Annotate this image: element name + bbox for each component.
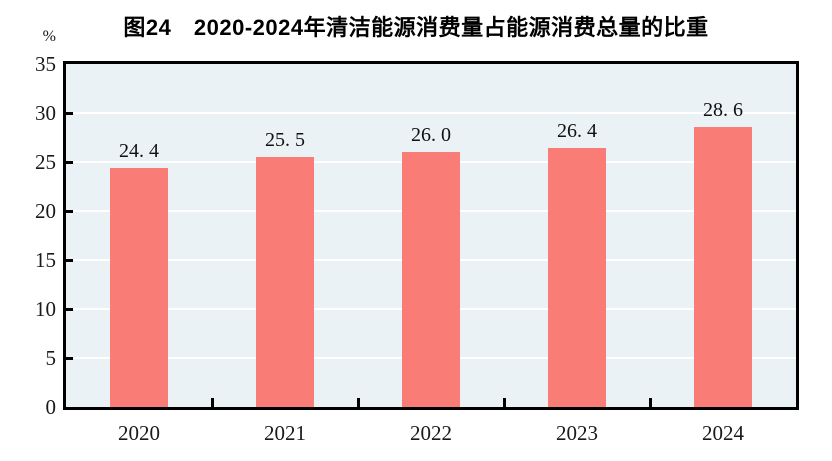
bar-2021 bbox=[256, 157, 314, 407]
bar-value-label: 24. 4 bbox=[119, 139, 159, 162]
bar-value-label: 25. 5 bbox=[265, 129, 305, 152]
y-axis-tick-label: 25 bbox=[35, 150, 56, 174]
bar-2023 bbox=[548, 148, 606, 407]
plot-area: 24. 4 25. 5 26. 0 26. 4 28. 6 bbox=[63, 61, 799, 410]
y-axis-tick bbox=[66, 308, 73, 311]
x-axis-tick bbox=[356, 398, 360, 407]
bar-value-label: 26. 4 bbox=[557, 120, 597, 143]
x-axis-tick-label: 2021 bbox=[264, 421, 306, 445]
bar-2020 bbox=[110, 167, 168, 407]
x-axis-tick-label: 2023 bbox=[556, 421, 598, 445]
x-axis-tick bbox=[210, 398, 214, 407]
y-axis-unit-label: % bbox=[42, 28, 56, 45]
y-axis-tick-label: 0 bbox=[45, 395, 57, 419]
y-axis-tick-label: 30 bbox=[35, 101, 56, 125]
y-axis-tick-label: 15 bbox=[35, 248, 56, 272]
gridline bbox=[66, 112, 796, 114]
x-axis-tick bbox=[502, 398, 506, 407]
x-axis-tick bbox=[648, 398, 652, 407]
x-axis-tick-label: 2024 bbox=[702, 421, 744, 445]
y-axis-tick bbox=[66, 112, 73, 115]
chart-title: 图24 2020-2024年清洁能源消费量占能源消费总量的比重 bbox=[123, 15, 709, 40]
bar-2022 bbox=[402, 152, 460, 407]
y-axis-tick bbox=[66, 210, 73, 213]
x-axis-tick-label: 2020 bbox=[118, 421, 160, 445]
y-axis-tick-label: 5 bbox=[45, 346, 57, 370]
bar-value-label: 26. 0 bbox=[411, 124, 451, 147]
y-axis-tick-label: 35 bbox=[35, 52, 56, 76]
bar-value-label: 28. 6 bbox=[703, 98, 743, 121]
y-axis-tick bbox=[66, 161, 73, 164]
bar-2024 bbox=[694, 126, 752, 407]
y-axis-tick bbox=[66, 259, 73, 262]
x-axis-tick-label: 2022 bbox=[410, 421, 452, 445]
y-axis-tick-label: 20 bbox=[35, 199, 56, 223]
y-axis-tick-label: 10 bbox=[35, 297, 56, 321]
y-axis-tick bbox=[66, 357, 73, 360]
